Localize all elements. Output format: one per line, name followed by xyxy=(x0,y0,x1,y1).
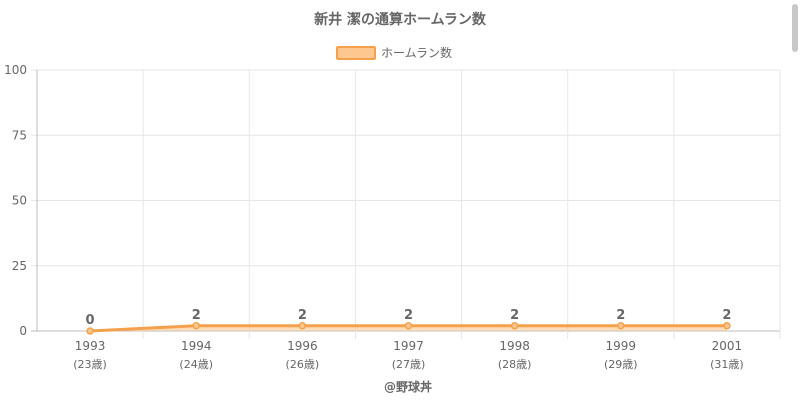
y-axis-ticks: 0 25 50 75 100 xyxy=(4,63,27,338)
data-label: 2 xyxy=(298,308,307,323)
x-tick-sublabel: (24歳) xyxy=(179,358,213,371)
chart-title: 新井 潔の通算ホームラン数 xyxy=(314,11,487,28)
x-tick-sublabel: (27歳) xyxy=(392,358,426,371)
credit-label: @野球丼 xyxy=(384,379,432,394)
x-tick-sublabel: (31歳) xyxy=(710,358,744,371)
x-tick-label: 1998 xyxy=(499,339,530,353)
x-tick-label: 1993 xyxy=(75,339,106,353)
data-label: 2 xyxy=(722,308,731,323)
x-tick-sublabel: (29歳) xyxy=(604,358,638,371)
y-tick-label: 100 xyxy=(4,63,27,77)
vertical-scrollbar[interactable] xyxy=(792,4,798,52)
x-tick-label: 2001 xyxy=(712,339,743,353)
grid xyxy=(31,69,781,339)
y-tick-label: 50 xyxy=(12,194,27,208)
y-tick-label: 0 xyxy=(19,324,27,338)
data-point[interactable] xyxy=(192,322,200,330)
data-label: 2 xyxy=(404,308,413,323)
data-label: 2 xyxy=(192,308,201,323)
data-label: 0 xyxy=(86,313,95,328)
x-tick-sublabel: (26歳) xyxy=(286,358,320,371)
x-axis-ticks: 1993 (23歳) 1994 (24歳) 1996 (26歳) 1997 (27歳) 1998… xyxy=(73,339,743,371)
y-tick-label: 25 xyxy=(12,259,27,273)
data-label: 2 xyxy=(510,308,519,323)
data-point[interactable] xyxy=(617,322,625,330)
series-homeruns xyxy=(86,322,731,335)
x-tick-label: 1999 xyxy=(606,339,637,353)
data-labels: 0 2 2 2 2 2 2 xyxy=(86,308,732,328)
data-point[interactable] xyxy=(723,322,731,330)
x-tick-label: 1997 xyxy=(393,339,424,353)
x-tick-label: 1996 xyxy=(287,339,318,353)
data-point[interactable] xyxy=(404,322,413,330)
data-point[interactable] xyxy=(510,322,519,330)
legend-swatch xyxy=(336,46,376,60)
legend[interactable]: ホームラン数 xyxy=(336,45,452,60)
x-tick-sublabel: (23歳) xyxy=(73,358,107,371)
data-point[interactable] xyxy=(298,322,307,330)
data-label: 2 xyxy=(616,308,625,323)
legend-label: ホームラン数 xyxy=(381,45,452,60)
data-point[interactable] xyxy=(86,327,94,335)
x-tick-label: 1994 xyxy=(181,339,212,353)
y-tick-label: 75 xyxy=(12,128,27,142)
x-tick-sublabel: (28歳) xyxy=(498,358,532,371)
